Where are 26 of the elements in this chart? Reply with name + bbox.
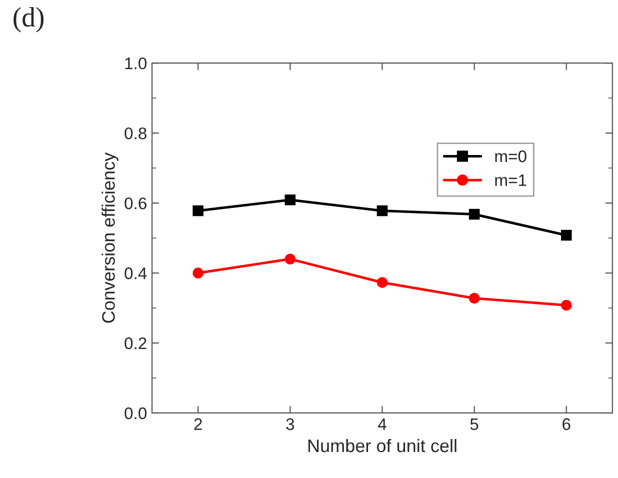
legend-label: m=0 bbox=[495, 150, 526, 162]
point bbox=[192, 268, 204, 278]
point bbox=[561, 300, 572, 311]
point bbox=[468, 208, 480, 220]
y-tick-label: 0.8 bbox=[124, 127, 146, 140]
x-tick-label: 4 bbox=[378, 418, 386, 430]
point bbox=[561, 230, 572, 241]
chart-title: (d) bbox=[14, 7, 44, 32]
point bbox=[376, 277, 388, 288]
y-tick-label: 0.2 bbox=[124, 337, 146, 350]
point bbox=[376, 205, 388, 216]
point bbox=[468, 292, 480, 304]
point bbox=[284, 194, 296, 206]
point bbox=[284, 254, 296, 264]
x-tick-label: 2 bbox=[194, 418, 202, 430]
point bbox=[192, 205, 204, 216]
x-tick-label: 3 bbox=[286, 418, 294, 430]
y-tick-label: 0.6 bbox=[124, 197, 146, 210]
y-tick-label: 0.0 bbox=[124, 407, 147, 420]
x-axis-title: Number of unit cell bbox=[308, 438, 456, 452]
legend-label: m=1 bbox=[495, 174, 526, 186]
y-axis-title: Conversion efficiency bbox=[102, 152, 118, 323]
x-tick-label: 5 bbox=[470, 418, 478, 430]
y-tick-label: 1.0 bbox=[125, 57, 147, 70]
x-tick-label: 6 bbox=[562, 418, 570, 430]
y-tick-label: 0.4 bbox=[124, 267, 147, 280]
